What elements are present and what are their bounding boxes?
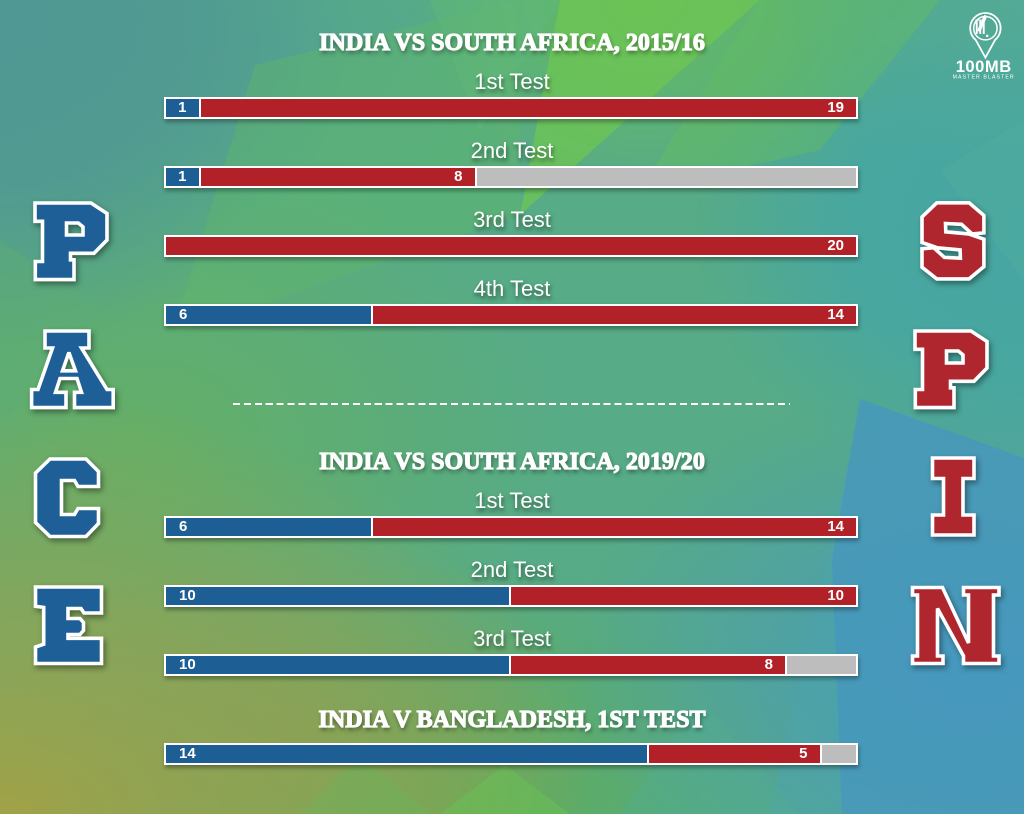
svg-text:MASTER BLASTER: MASTER BLASTER	[953, 75, 1015, 81]
svg-text:100MB: 100MB	[956, 57, 1012, 76]
